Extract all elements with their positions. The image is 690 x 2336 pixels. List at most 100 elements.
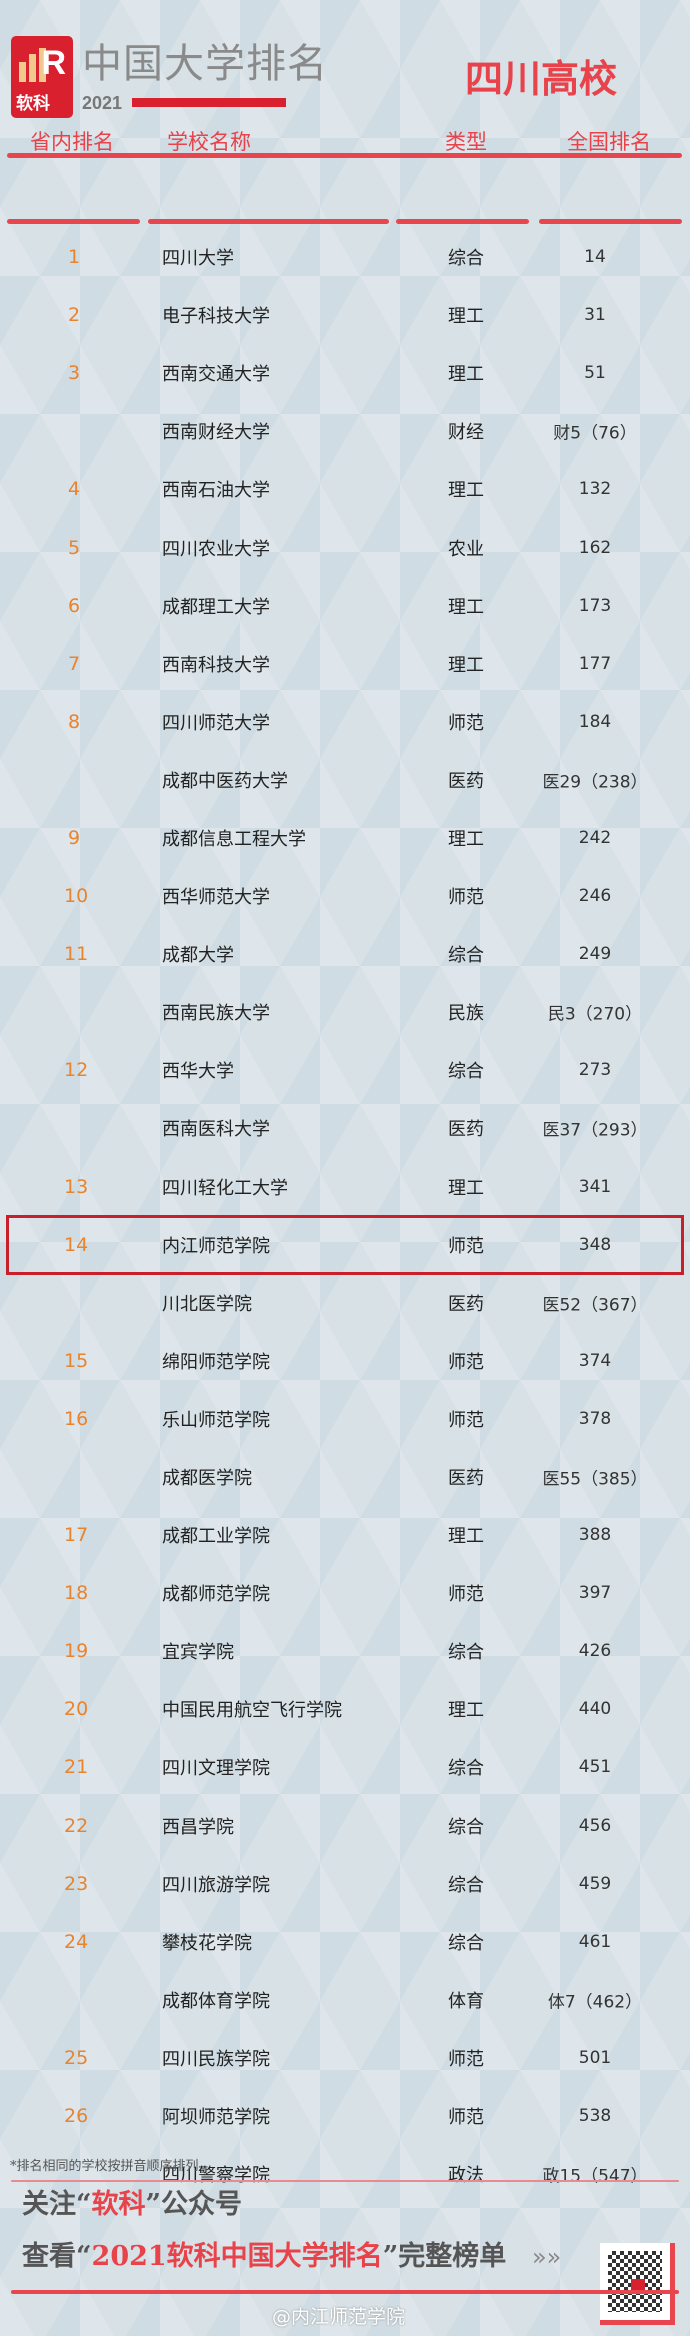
- national-rank: 374: [578, 1350, 612, 1371]
- table-row: 1 四川大学 综合 14: [0, 228, 690, 286]
- col-underline: [539, 219, 682, 224]
- table-row-highlighted: 14 内江师范学院 师范 348: [6, 1214, 684, 1275]
- footer-bottom-line: [11, 2290, 679, 2294]
- table-row: 川北医学院 医药 医52（367）: [0, 1274, 690, 1332]
- school-name: 川北医学院: [162, 1293, 252, 1315]
- national-rank: 184: [578, 711, 612, 732]
- brand-title: 中国大学排名: [82, 41, 328, 87]
- view-line: 查看“2021软科中国大学排名”完整榜单: [22, 2240, 506, 2274]
- national-rank: 体7（462）: [547, 1992, 643, 2013]
- school-type: 师范: [448, 2107, 484, 2129]
- ruanke-logo: R 软科: [11, 36, 73, 118]
- school-name: 成都大学: [162, 945, 234, 967]
- province-rank: 11: [64, 943, 89, 966]
- table-row: 26 阿坝师范学院 师范 538: [0, 2087, 690, 2145]
- school-name: 成都理工大学: [162, 596, 270, 618]
- school-type: 理工: [448, 1177, 484, 1199]
- table-row: 2 电子科技大学 理工 31: [0, 286, 690, 344]
- table-row: 成都体育学院 体育 体7（462）: [0, 1971, 690, 2029]
- national-rank: 273: [578, 1060, 612, 1081]
- school-name: 四川民族学院: [162, 2048, 270, 2070]
- table-row: 8 四川师范大学 师范 184: [0, 693, 690, 751]
- national-rank: 14: [584, 247, 606, 268]
- year-bar: [132, 98, 286, 107]
- national-rank: 242: [578, 827, 612, 848]
- school-type: 综合: [448, 248, 484, 270]
- school-name: 宜宾学院: [162, 1642, 234, 1664]
- province-rank: 6: [67, 594, 81, 617]
- school-type: 理工: [448, 654, 484, 676]
- table-row: 18 成都师范学院 师范 397: [0, 1564, 690, 1622]
- page-title: 四川高校: [465, 57, 618, 101]
- school-name: 四川农业大学: [162, 538, 270, 560]
- school-name: 西南民族大学: [162, 1003, 270, 1025]
- col-header-province-rank: 省内排名: [30, 130, 114, 154]
- school-type: 医药: [448, 1293, 484, 1315]
- school-type: 师范: [448, 887, 484, 909]
- school-name: 阿坝师范学院: [162, 2107, 270, 2129]
- school-name: 成都医学院: [162, 1468, 252, 1490]
- school-name: 西华师范大学: [162, 887, 270, 909]
- national-rank: 378: [578, 1408, 612, 1429]
- table-row: 22 西昌学院 综合 456: [0, 1797, 690, 1855]
- school-name: 四川文理学院: [162, 1758, 270, 1780]
- national-rank: 348: [578, 1234, 612, 1255]
- school-type: 理工: [448, 1526, 484, 1548]
- national-rank: 132: [578, 479, 612, 500]
- table-row: 21 四川文理学院 综合 451: [0, 1738, 690, 1796]
- province-rank: 9: [67, 826, 81, 849]
- national-rank: 451: [578, 1757, 612, 1778]
- national-rank: 162: [578, 537, 612, 558]
- school-type: 师范: [448, 1409, 484, 1431]
- school-name: 西南医科大学: [162, 1119, 270, 1141]
- province-rank: 22: [64, 1814, 89, 1837]
- follow-brand: 软科: [91, 2189, 146, 2220]
- national-rank: 249: [578, 944, 612, 965]
- school-name: 西南石油大学: [162, 480, 270, 502]
- school-name: 绵阳师范学院: [162, 1351, 270, 1373]
- province-rank: 24: [64, 1930, 89, 1953]
- national-rank: 538: [578, 2106, 612, 2127]
- national-rank: 173: [578, 595, 612, 616]
- school-name: 成都体育学院: [162, 1990, 270, 2012]
- table-row: 20 中国民用航空飞行学院 理工 440: [0, 1680, 690, 1738]
- province-rank: 12: [64, 1059, 89, 1082]
- school-name: 四川师范大学: [162, 712, 270, 734]
- province-rank: 7: [67, 652, 81, 675]
- school-type: 民族: [448, 1003, 484, 1025]
- table-row: 5 四川农业大学 农业 162: [0, 518, 690, 576]
- school-type: 农业: [448, 538, 484, 560]
- national-rank: 426: [578, 1641, 612, 1662]
- national-rank: 医37（293）: [542, 1120, 648, 1141]
- national-rank: 医29（238）: [542, 772, 648, 793]
- ranking-table: 1 四川大学 综合 14 2 电子科技大学 理工 31 3 西南交通大学 理工 51 西南财经大学 财经财…: [0, 228, 690, 2203]
- province-rank: 5: [67, 536, 81, 559]
- school-name: 内江师范学院: [162, 1235, 270, 1257]
- footer-divider: [11, 2180, 679, 2182]
- national-rank: 388: [578, 1525, 612, 1546]
- school-name: 中国民用航空飞行学院: [162, 1700, 342, 1722]
- table-row: 西南财经大学 财经 财5（76）: [0, 402, 690, 460]
- school-name: 成都信息工程大学: [162, 828, 306, 850]
- table-row: 7 西南科技大学 理工 177: [0, 635, 690, 693]
- province-rank: 4: [67, 478, 81, 501]
- view-text: 查看“: [22, 2241, 92, 2272]
- province-rank: 21: [64, 1756, 89, 1779]
- col-header-school-name: 学校名称: [167, 130, 251, 154]
- table-row: 成都中医药大学 医药 医29（238）: [0, 751, 690, 809]
- school-type: 综合: [448, 1642, 484, 1664]
- school-name: 四川旅游学院: [162, 1874, 270, 1896]
- school-name: 西南财经大学: [162, 422, 270, 444]
- school-type: 综合: [448, 1932, 484, 1954]
- national-rank: 501: [578, 2047, 612, 2068]
- province-rank: 2: [67, 304, 81, 327]
- table-row: 4 西南石油大学 理工 132: [0, 460, 690, 518]
- province-rank: 14: [64, 1233, 89, 1256]
- school-name: 西南科技大学: [162, 654, 270, 676]
- table-row: 17 成都工业学院 理工 388: [0, 1506, 690, 1564]
- national-rank: 177: [578, 653, 612, 674]
- school-type: 师范: [448, 1235, 484, 1257]
- national-rank: 政15（547）: [542, 2166, 648, 2187]
- table-row: 16 乐山师范学院 师范 378: [0, 1390, 690, 1448]
